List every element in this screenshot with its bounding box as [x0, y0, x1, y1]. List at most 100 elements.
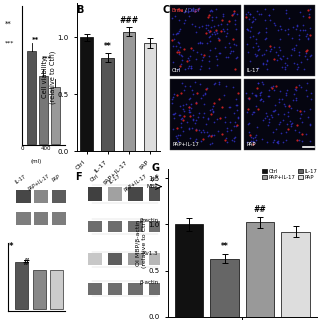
Text: PAP+IL-17: PAP+IL-17	[172, 142, 199, 148]
Point	[177, 50, 182, 55]
Point	[257, 46, 262, 51]
Point	[293, 43, 298, 48]
Bar	[88, 253, 102, 265]
Point	[267, 12, 272, 17]
Point	[214, 116, 220, 121]
Point	[276, 44, 282, 50]
Point	[188, 136, 193, 141]
Point	[265, 140, 270, 145]
Point	[269, 46, 274, 51]
Point	[233, 26, 238, 31]
Point	[264, 67, 269, 72]
Point	[245, 109, 250, 115]
Point	[204, 122, 209, 127]
Point	[205, 86, 210, 91]
Point	[169, 16, 174, 21]
Point	[281, 101, 286, 107]
Point	[248, 12, 253, 17]
Point	[307, 25, 312, 30]
Point	[288, 118, 293, 123]
Point	[287, 103, 292, 108]
Point	[183, 18, 188, 23]
Point	[217, 51, 222, 56]
Point	[209, 107, 214, 112]
Point	[184, 8, 189, 13]
Point	[232, 138, 237, 143]
Point	[308, 52, 314, 57]
Point	[191, 116, 196, 122]
Point	[196, 111, 201, 116]
Point	[198, 39, 203, 44]
Point	[265, 57, 270, 62]
Point	[213, 7, 218, 12]
Point	[260, 52, 265, 57]
Point	[294, 88, 299, 93]
Bar	[52, 212, 66, 225]
Point	[217, 96, 222, 101]
Point	[288, 123, 293, 128]
Point	[212, 80, 217, 85]
Point	[181, 87, 187, 92]
Point	[208, 29, 213, 34]
Point	[213, 28, 219, 33]
Point	[285, 55, 290, 60]
Point	[213, 14, 219, 19]
Point	[299, 131, 304, 136]
Point	[294, 22, 299, 27]
Point	[233, 124, 238, 129]
Point	[217, 82, 222, 87]
Legend: Ctrl, PAP+IL-17, IL-17, PAP: Ctrl, PAP+IL-17, IL-17, PAP	[262, 169, 317, 180]
Point	[223, 114, 228, 119]
Point	[195, 91, 200, 96]
Point	[247, 132, 252, 138]
Point	[198, 96, 203, 101]
Point	[184, 102, 189, 107]
Point	[212, 23, 217, 28]
Point	[234, 123, 239, 128]
Point	[172, 111, 177, 116]
Point	[210, 141, 215, 146]
Point	[178, 63, 183, 68]
Point	[285, 26, 290, 31]
Y-axis label: OI MBP/β-actin
(relative to Ctrl): OI MBP/β-actin (relative to Ctrl)	[136, 218, 147, 268]
Point	[232, 22, 237, 27]
Point	[194, 49, 199, 54]
Point	[281, 117, 286, 122]
Point	[212, 132, 217, 138]
Point	[261, 118, 266, 123]
Point	[260, 82, 266, 87]
Point	[181, 106, 186, 111]
Bar	[15, 262, 28, 309]
Point	[306, 12, 311, 17]
Point	[247, 16, 252, 21]
Point	[300, 27, 305, 32]
Point	[193, 24, 198, 29]
Point	[235, 116, 240, 121]
Point	[170, 32, 175, 37]
Point	[176, 139, 181, 144]
Point	[201, 128, 206, 133]
Point	[199, 52, 204, 57]
Point	[292, 127, 298, 132]
Point	[176, 132, 181, 138]
Point	[232, 42, 237, 47]
Point	[218, 116, 223, 121]
Point	[176, 66, 181, 71]
Point	[181, 46, 186, 51]
Point	[230, 49, 236, 54]
Point	[213, 54, 218, 59]
Text: Ctrl: Ctrl	[90, 173, 100, 183]
Point	[303, 51, 308, 56]
Point	[224, 83, 229, 88]
Point	[284, 7, 289, 12]
Point	[267, 13, 272, 18]
Point	[301, 109, 307, 114]
Point	[191, 113, 196, 118]
Point	[231, 36, 236, 41]
Point	[252, 93, 257, 98]
Point	[271, 108, 276, 114]
Point	[251, 138, 256, 143]
Point	[294, 23, 299, 28]
Point	[255, 80, 260, 85]
Point	[246, 9, 251, 14]
